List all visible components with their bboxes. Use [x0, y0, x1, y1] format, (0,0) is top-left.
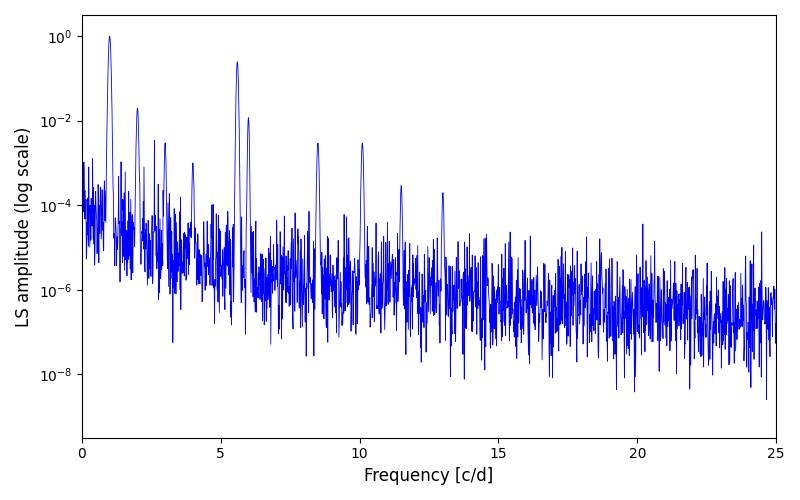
X-axis label: Frequency [c/d]: Frequency [c/d]	[364, 467, 494, 485]
Y-axis label: LS amplitude (log scale): LS amplitude (log scale)	[15, 126, 33, 326]
